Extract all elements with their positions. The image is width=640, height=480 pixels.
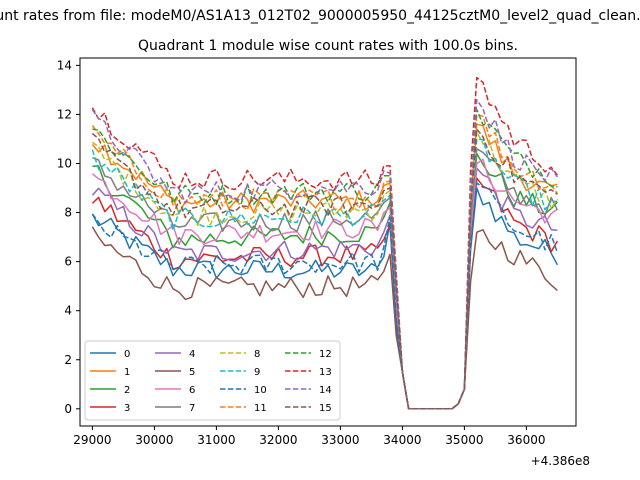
y-tick-label: 14 [57, 58, 72, 72]
x-tick-label: 33000 [321, 433, 359, 447]
legend-label-5: 5 [189, 367, 195, 378]
series-line-9 [91, 138, 558, 410]
x-tick-label: 36000 [507, 433, 545, 447]
series-line-15 [91, 128, 558, 410]
y-tick-label: 6 [64, 255, 72, 269]
legend-label-10: 10 [254, 385, 267, 396]
x-tick-label: 30000 [135, 433, 173, 447]
x-tick-label: 29000 [73, 433, 111, 447]
x-tick-label: 31000 [197, 433, 235, 447]
series-line-10 [91, 182, 559, 410]
legend-label-6: 6 [189, 385, 195, 396]
x-offset-label: +4.386e8 [531, 454, 590, 468]
legend-label-0: 0 [124, 349, 130, 360]
series-line-13 [91, 76, 558, 410]
legend-label-9: 9 [254, 367, 260, 378]
legend-label-4: 4 [189, 349, 195, 360]
y-tick-label: 4 [64, 304, 72, 318]
series-line-12 [92, 108, 558, 410]
y-tick-label: 2 [64, 353, 72, 367]
legend-label-3: 3 [124, 403, 130, 414]
y-tick-label: 0 [64, 402, 72, 416]
legend-label-12: 12 [319, 349, 332, 360]
y-tick-label: 8 [64, 206, 72, 220]
legend-label-11: 11 [254, 403, 267, 414]
legend-frame [84, 340, 341, 421]
series-lines [91, 76, 559, 410]
legend-label-8: 8 [254, 349, 260, 360]
series-line-4 [91, 167, 558, 410]
series-line-14 [91, 98, 559, 410]
x-tick-label: 35000 [445, 433, 483, 447]
chart-title: Quadrant 1 module wise count rates with … [138, 38, 518, 54]
legend-label-7: 7 [189, 403, 195, 414]
legend-label-13: 13 [319, 367, 332, 378]
plot-frame [79, 57, 577, 427]
x-tick-label: 34000 [383, 433, 421, 447]
y-axis: 0 2 4 6 8 10 12 14 [57, 58, 80, 416]
x-axis: 29000 30000 31000 32000 33000 34000 35000 36000 [73, 426, 545, 447]
series-line-8 [91, 130, 559, 410]
legend-label-14: 14 [319, 385, 332, 396]
x-tick-label: 32000 [259, 433, 297, 447]
figure-suptitle: Count rates from file: modeM0/AS1A13_012… [0, 8, 640, 24]
series-line-6 [91, 158, 558, 410]
series-line-2 [92, 152, 558, 410]
legend-label-15: 15 [319, 403, 332, 414]
legend-label-2: 2 [124, 385, 130, 396]
y-tick-label: 12 [57, 107, 72, 121]
series-line-5 [91, 226, 558, 410]
series-line-0 [91, 187, 559, 410]
y-tick-label: 10 [57, 156, 72, 170]
legend-label-1: 1 [124, 367, 130, 378]
series-line-3 [91, 177, 559, 410]
